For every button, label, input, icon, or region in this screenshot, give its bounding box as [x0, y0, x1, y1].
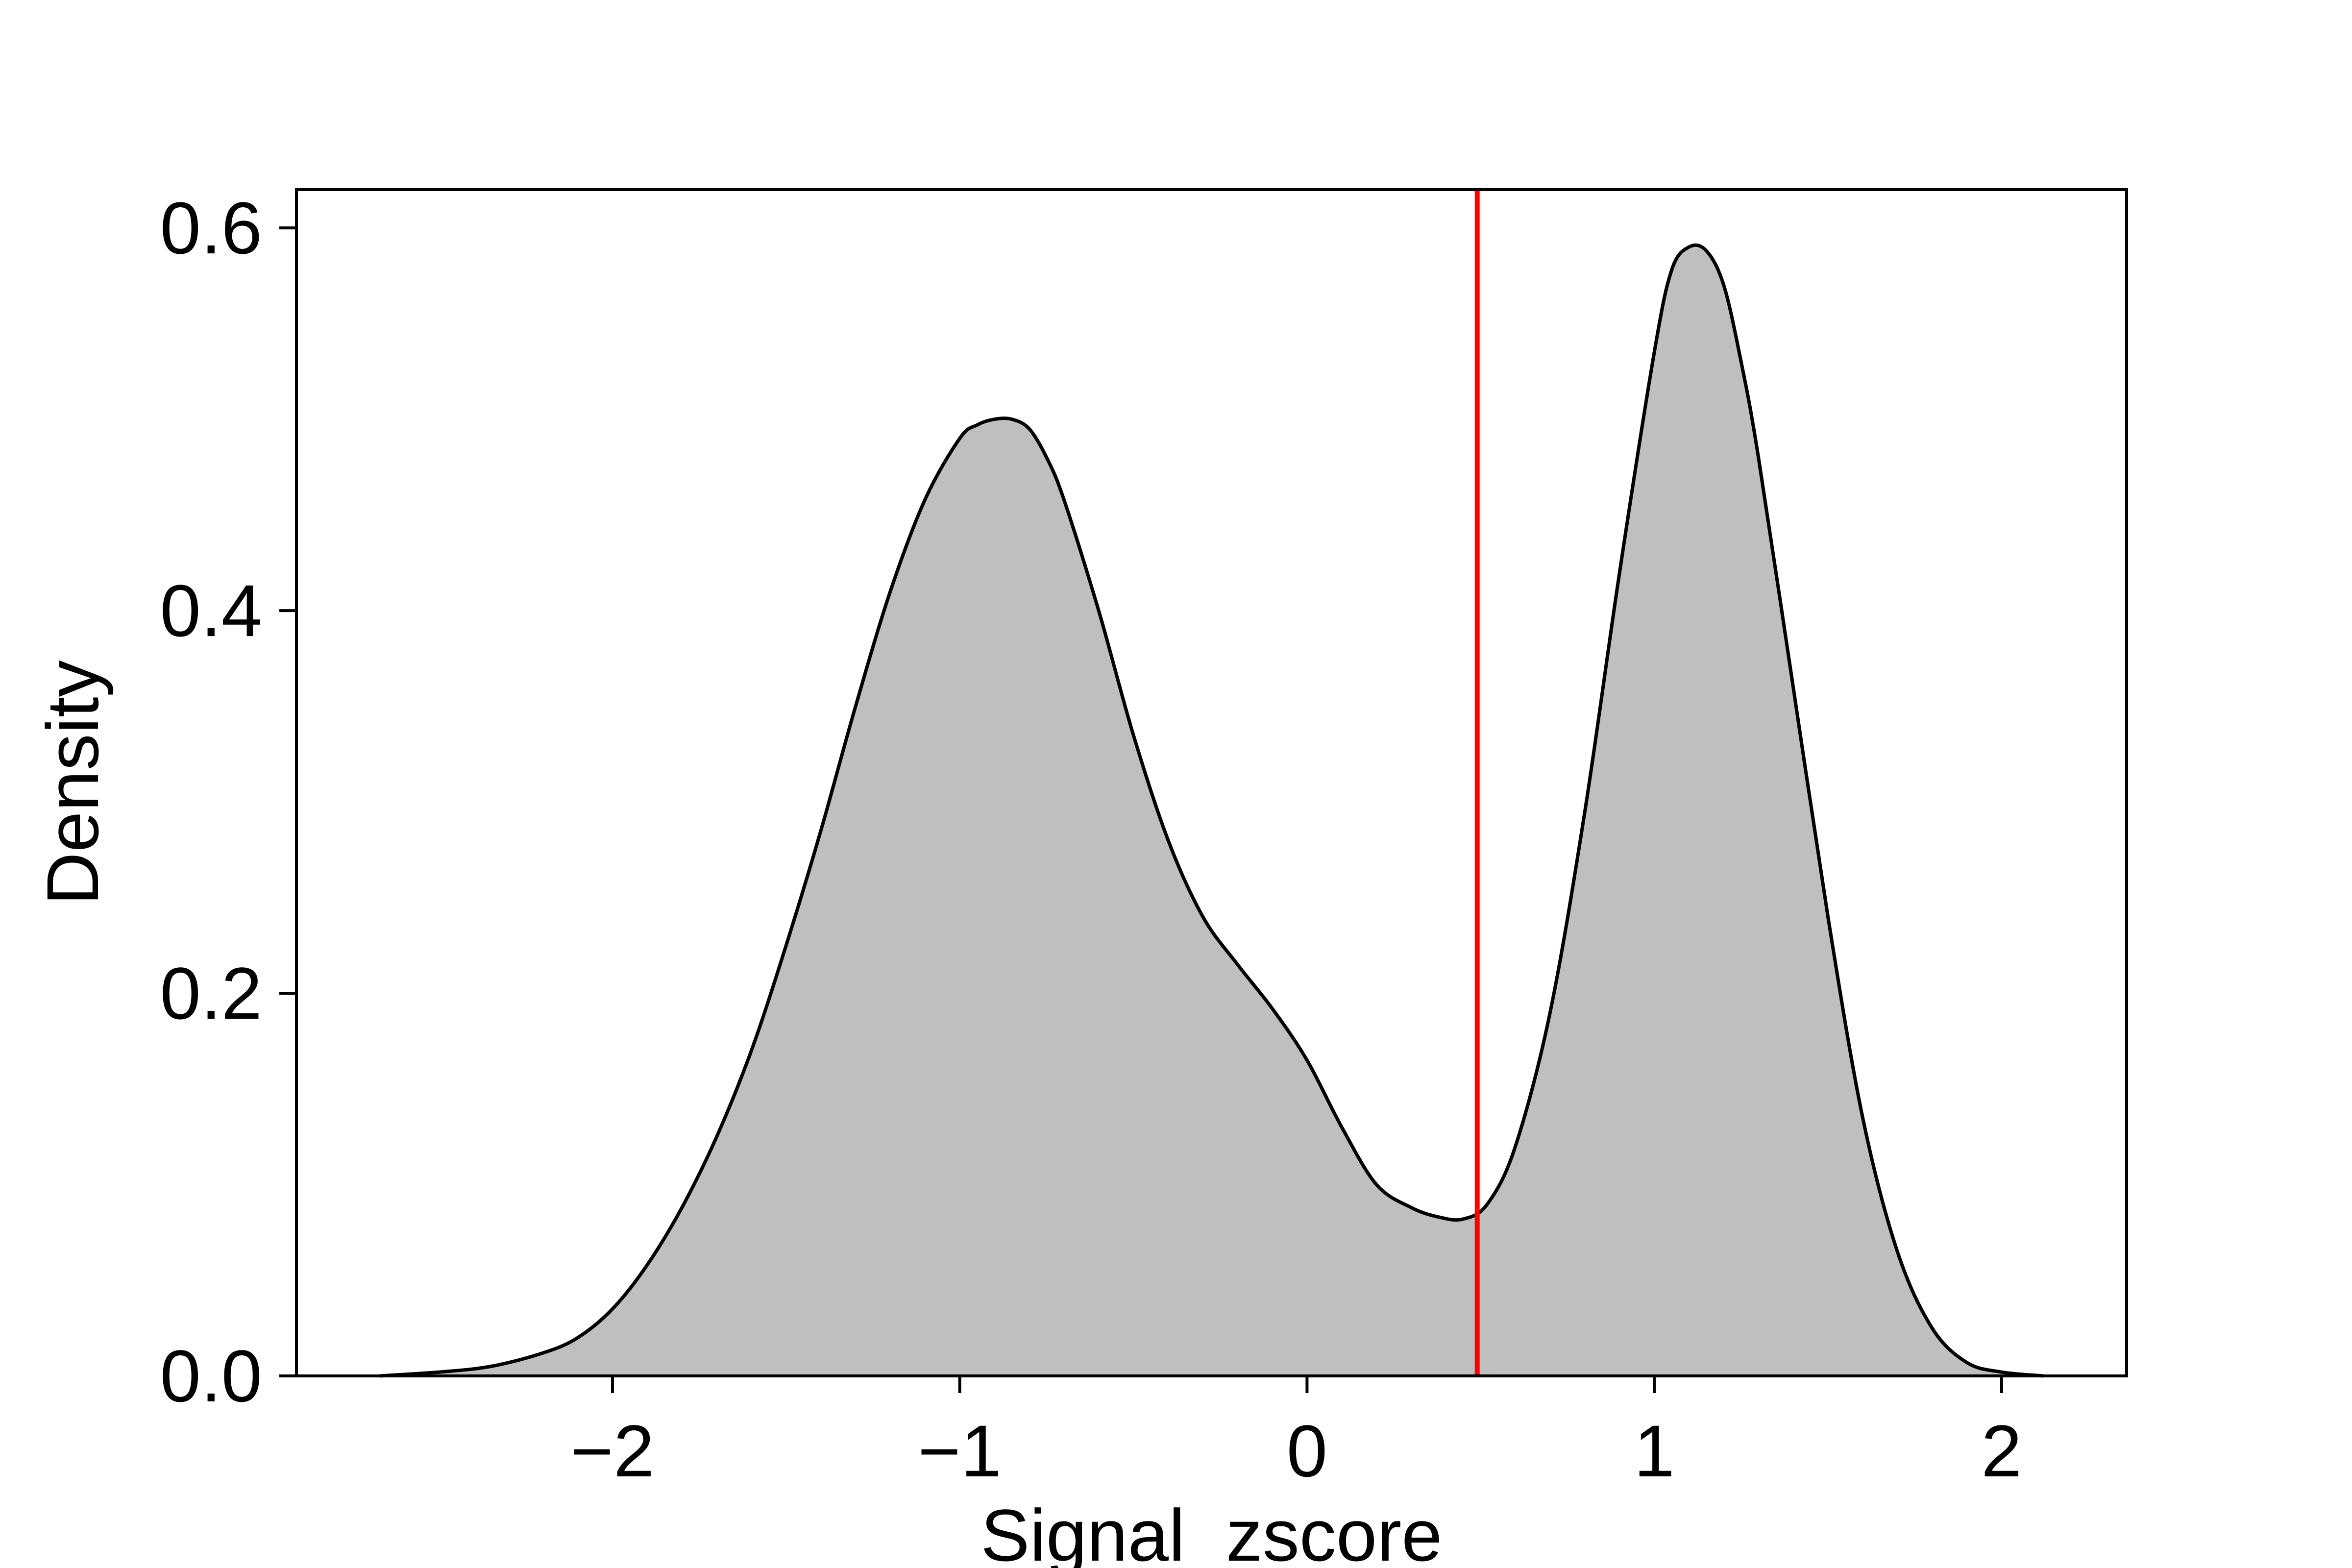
- density-curve: [379, 243, 2044, 1378]
- x-axis-label: Signal_zscore: [980, 1494, 1442, 1568]
- y-tick-label: 0.6: [160, 187, 262, 269]
- x-tick-label: 0: [1287, 1410, 1327, 1492]
- x-axis-ticks: −2 −1 0 1 2: [570, 1376, 2022, 1492]
- density-fill: [380, 245, 2043, 1376]
- x-tick-label: −1: [918, 1410, 1002, 1492]
- y-tick-label: 0.2: [160, 952, 262, 1034]
- x-tick-label: 2: [1981, 1410, 2022, 1492]
- y-tick-label: 0.4: [160, 569, 262, 652]
- density-area-layer: [379, 243, 2044, 1378]
- x-tick-label: −2: [570, 1410, 654, 1492]
- y-tick-label: 0.0: [160, 1335, 262, 1417]
- x-tick-label: 1: [1634, 1410, 1674, 1492]
- plot-frame: [295, 188, 2128, 1377]
- y-axis-ticks: 0.0 0.2 0.4 0.6: [160, 187, 296, 1417]
- y-axis-label: Density: [31, 660, 114, 905]
